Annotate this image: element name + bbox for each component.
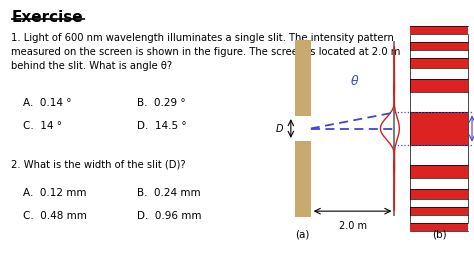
Text: 2. What is the width of the slit (D)?: 2. What is the width of the slit (D)? xyxy=(11,159,186,169)
Bar xyxy=(295,141,311,217)
Bar xyxy=(410,207,468,215)
Bar xyxy=(410,189,468,199)
Bar xyxy=(410,42,468,50)
Bar xyxy=(410,26,468,33)
Text: D: D xyxy=(275,124,283,133)
Text: (a): (a) xyxy=(296,230,310,240)
Text: Exercise: Exercise xyxy=(11,10,83,25)
Bar xyxy=(410,79,468,92)
Bar xyxy=(410,224,468,231)
Text: C.  0.48 mm: C. 0.48 mm xyxy=(23,211,87,221)
Text: A.  0.14 °: A. 0.14 ° xyxy=(23,98,71,108)
Bar xyxy=(295,40,311,116)
Bar xyxy=(410,165,468,178)
Text: A.  0.12 mm: A. 0.12 mm xyxy=(23,188,86,198)
Text: D.  14.5 °: D. 14.5 ° xyxy=(137,121,186,131)
Text: 1. Light of 600 nm wavelength illuminates a single slit. The intensity pattern
m: 1. Light of 600 nm wavelength illuminate… xyxy=(11,33,401,71)
Text: θ: θ xyxy=(351,75,358,88)
Text: B.  0.29 °: B. 0.29 ° xyxy=(137,98,185,108)
Text: D.  0.96 mm: D. 0.96 mm xyxy=(137,211,201,221)
Bar xyxy=(410,58,468,68)
Bar xyxy=(410,113,468,144)
Text: 2.0 m: 2.0 m xyxy=(338,221,366,231)
Text: C.  14 °: C. 14 ° xyxy=(23,121,62,131)
Text: (b): (b) xyxy=(432,230,447,240)
Text: B.  0.24 mm: B. 0.24 mm xyxy=(137,188,200,198)
